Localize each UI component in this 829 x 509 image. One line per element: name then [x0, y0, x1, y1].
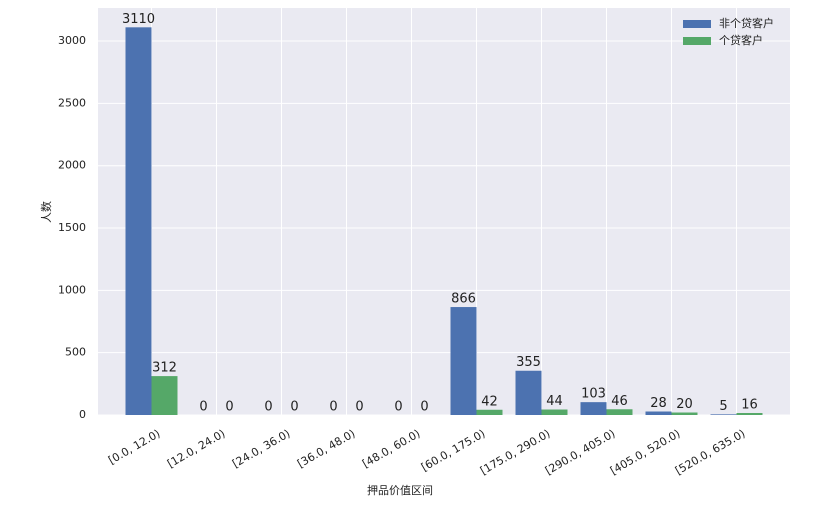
y-tick-label: 3000 [58, 34, 86, 47]
value-label: 0 [225, 400, 233, 415]
y-tick-label: 0 [79, 408, 86, 421]
value-label: 0 [394, 400, 402, 415]
value-label: 312 [152, 361, 177, 376]
y-tick-label: 1500 [58, 221, 86, 234]
value-label: 0 [290, 400, 298, 415]
value-label: 16 [741, 398, 758, 413]
bar [645, 411, 672, 415]
x-tick-label: [48.0, 60.0) [360, 427, 422, 471]
x-tick-label: [520.0, 635.0) [673, 427, 748, 478]
legend-label: 个贷客户 [719, 33, 763, 47]
x-tick-label: [24.0, 36.0) [230, 427, 292, 471]
legend-swatch [683, 37, 711, 45]
x-tick-label: [290.0, 405.0) [543, 427, 618, 478]
bar [476, 409, 503, 415]
value-label: 0 [329, 400, 337, 415]
x-tick-label: [60.0, 175.0) [419, 427, 487, 474]
bar [606, 409, 633, 415]
y-tick-label: 1000 [58, 283, 86, 296]
value-label: 46 [611, 394, 628, 409]
x-tick-label: [0.0, 12.0) [106, 427, 162, 467]
value-label: 28 [650, 396, 667, 411]
x-tick-label: [12.0, 24.0) [165, 427, 227, 471]
value-label: 42 [481, 394, 498, 409]
x-tick-label: [405.0, 520.0) [608, 427, 683, 478]
x-tick-label: [36.0, 48.0) [295, 427, 357, 471]
bar [151, 376, 178, 415]
value-label: 5 [719, 399, 727, 414]
value-label: 0 [420, 400, 428, 415]
x-tick-label: [175.0, 290.0) [478, 427, 553, 478]
bar [515, 370, 542, 415]
bar [580, 402, 607, 415]
value-label: 103 [581, 387, 606, 402]
value-label: 20 [676, 397, 693, 412]
bar [450, 307, 477, 415]
value-label: 44 [546, 394, 563, 409]
legend-label: 非个贷客户 [719, 16, 774, 30]
y-tick-label: 500 [65, 346, 86, 359]
bar [125, 27, 152, 415]
value-label: 866 [451, 292, 476, 307]
value-label: 0 [355, 400, 363, 415]
x-axis-label: 押品价值区间 [367, 483, 433, 497]
y-tick-label: 2500 [58, 96, 86, 109]
legend-swatch [683, 20, 711, 28]
plot-background [98, 8, 790, 415]
value-label: 0 [199, 400, 207, 415]
value-label: 0 [264, 400, 272, 415]
value-label: 3110 [122, 12, 155, 27]
bar [736, 413, 763, 415]
value-label: 355 [516, 355, 541, 370]
y-axis-label: 人数 [40, 201, 53, 223]
bar [541, 409, 568, 415]
y-tick-label: 2000 [58, 159, 86, 172]
bar [710, 414, 737, 415]
bar [671, 412, 698, 415]
